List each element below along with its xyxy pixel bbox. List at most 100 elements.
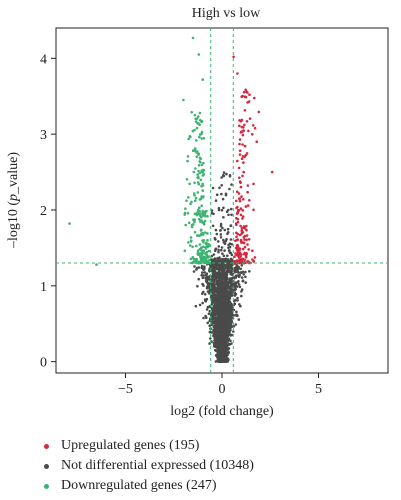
point-downregulated [197,261,201,265]
point-not-differential [218,319,221,323]
point-upregulated [238,233,242,237]
point-not-differential [222,206,225,210]
point-downregulated [195,139,198,142]
point-not-differential [218,271,221,275]
point-not-differential [211,266,215,269]
point-downregulated [194,196,198,200]
point-not-differential [224,320,228,323]
point-not-differential [240,276,244,279]
point-not-differential [206,286,209,289]
point-not-differential [222,272,225,276]
point-not-differential [237,271,240,275]
y-axis-ticks: 0 1 2 3 4 [40,52,56,371]
point-not-differential [221,298,225,301]
point-not-differential [205,297,209,301]
x-tick-label: 5 [315,382,322,397]
point-not-differential [210,254,214,258]
point-downregulated [183,211,187,215]
point-upregulated [238,149,242,152]
point-downregulated [191,261,194,265]
point-downregulated [206,232,209,235]
point-upregulated [238,153,242,156]
point-upregulated [238,255,242,259]
point-downregulated [204,247,208,250]
point-downregulated [182,98,185,102]
point-upregulated [243,95,247,98]
point-upregulated [240,229,243,232]
point-not-differential [242,273,245,276]
point-not-differential [228,316,231,320]
point-not-differential [225,276,229,279]
point-not-differential [202,316,205,320]
point-not-differential [227,261,231,264]
point-upregulated [240,195,243,198]
point-not-differential [193,265,196,268]
point-not-differential [214,228,218,232]
point-not-differential [230,294,233,297]
point-downregulated [202,168,205,172]
chart-legend: Upregulated genes (195) Not differential… [44,436,254,496]
legend-marker-not [44,463,49,469]
point-not-differential [212,316,216,320]
point-not-differential [239,304,242,308]
point-upregulated [247,100,251,103]
point-downregulated [200,204,203,207]
point-not-differential [220,352,223,356]
point-downregulated [187,221,191,225]
point-downregulated [199,255,202,258]
point-not-differential [211,186,215,190]
point-not-differential [225,289,229,292]
point-downregulated [187,196,190,199]
point-downregulated [189,257,193,261]
point-downregulated [198,135,201,139]
point-downregulated [186,212,190,215]
point-not-differential [229,257,233,261]
point-not-differential [228,174,232,177]
point-downregulated [196,181,200,184]
point-not-differential [212,305,216,308]
legend-item-down: Downregulated genes (247) [44,476,254,496]
point-downregulated [197,115,200,118]
point-not-differential [235,310,238,314]
point-upregulated [236,220,240,224]
point-not-differential [220,344,224,348]
point-not-differential [217,248,220,252]
point-upregulated [246,190,249,194]
point-not-differential [232,330,235,333]
point-downregulated [205,241,208,245]
point-downregulated [201,174,205,177]
point-upregulated [243,123,246,127]
point-not-differential [227,208,230,212]
point-not-differential [223,295,227,299]
point-not-differential [234,292,238,296]
point-not-differential [207,292,211,295]
point-downregulated [206,215,209,218]
point-not-differential [224,299,227,303]
point-downregulated [202,210,205,214]
point-downregulated [200,163,204,167]
legend-label-not: Not differential expressed (10348) [61,458,254,473]
point-upregulated [236,249,240,253]
point-not-differential [225,317,229,321]
point-not-differential [233,302,236,306]
point-downregulated [205,255,208,258]
point-not-differential [220,339,224,342]
point-upregulated [245,120,249,123]
point-not-differential [224,193,228,197]
point-not-differential [220,283,223,286]
point-upregulated [242,90,246,94]
point-upregulated [241,215,245,218]
point-not-differential [219,236,223,239]
point-upregulated [251,258,254,261]
point-upregulated [235,235,238,239]
point-upregulated [240,118,244,122]
point-upregulated [244,153,248,157]
point-upregulated [242,161,245,164]
point-upregulated [257,110,261,114]
point-downregulated [200,216,203,219]
point-downregulated [202,245,205,249]
point-not-differential [241,270,245,274]
point-downregulated [197,212,201,216]
point-not-differential [216,275,220,279]
point-upregulated [255,140,258,143]
